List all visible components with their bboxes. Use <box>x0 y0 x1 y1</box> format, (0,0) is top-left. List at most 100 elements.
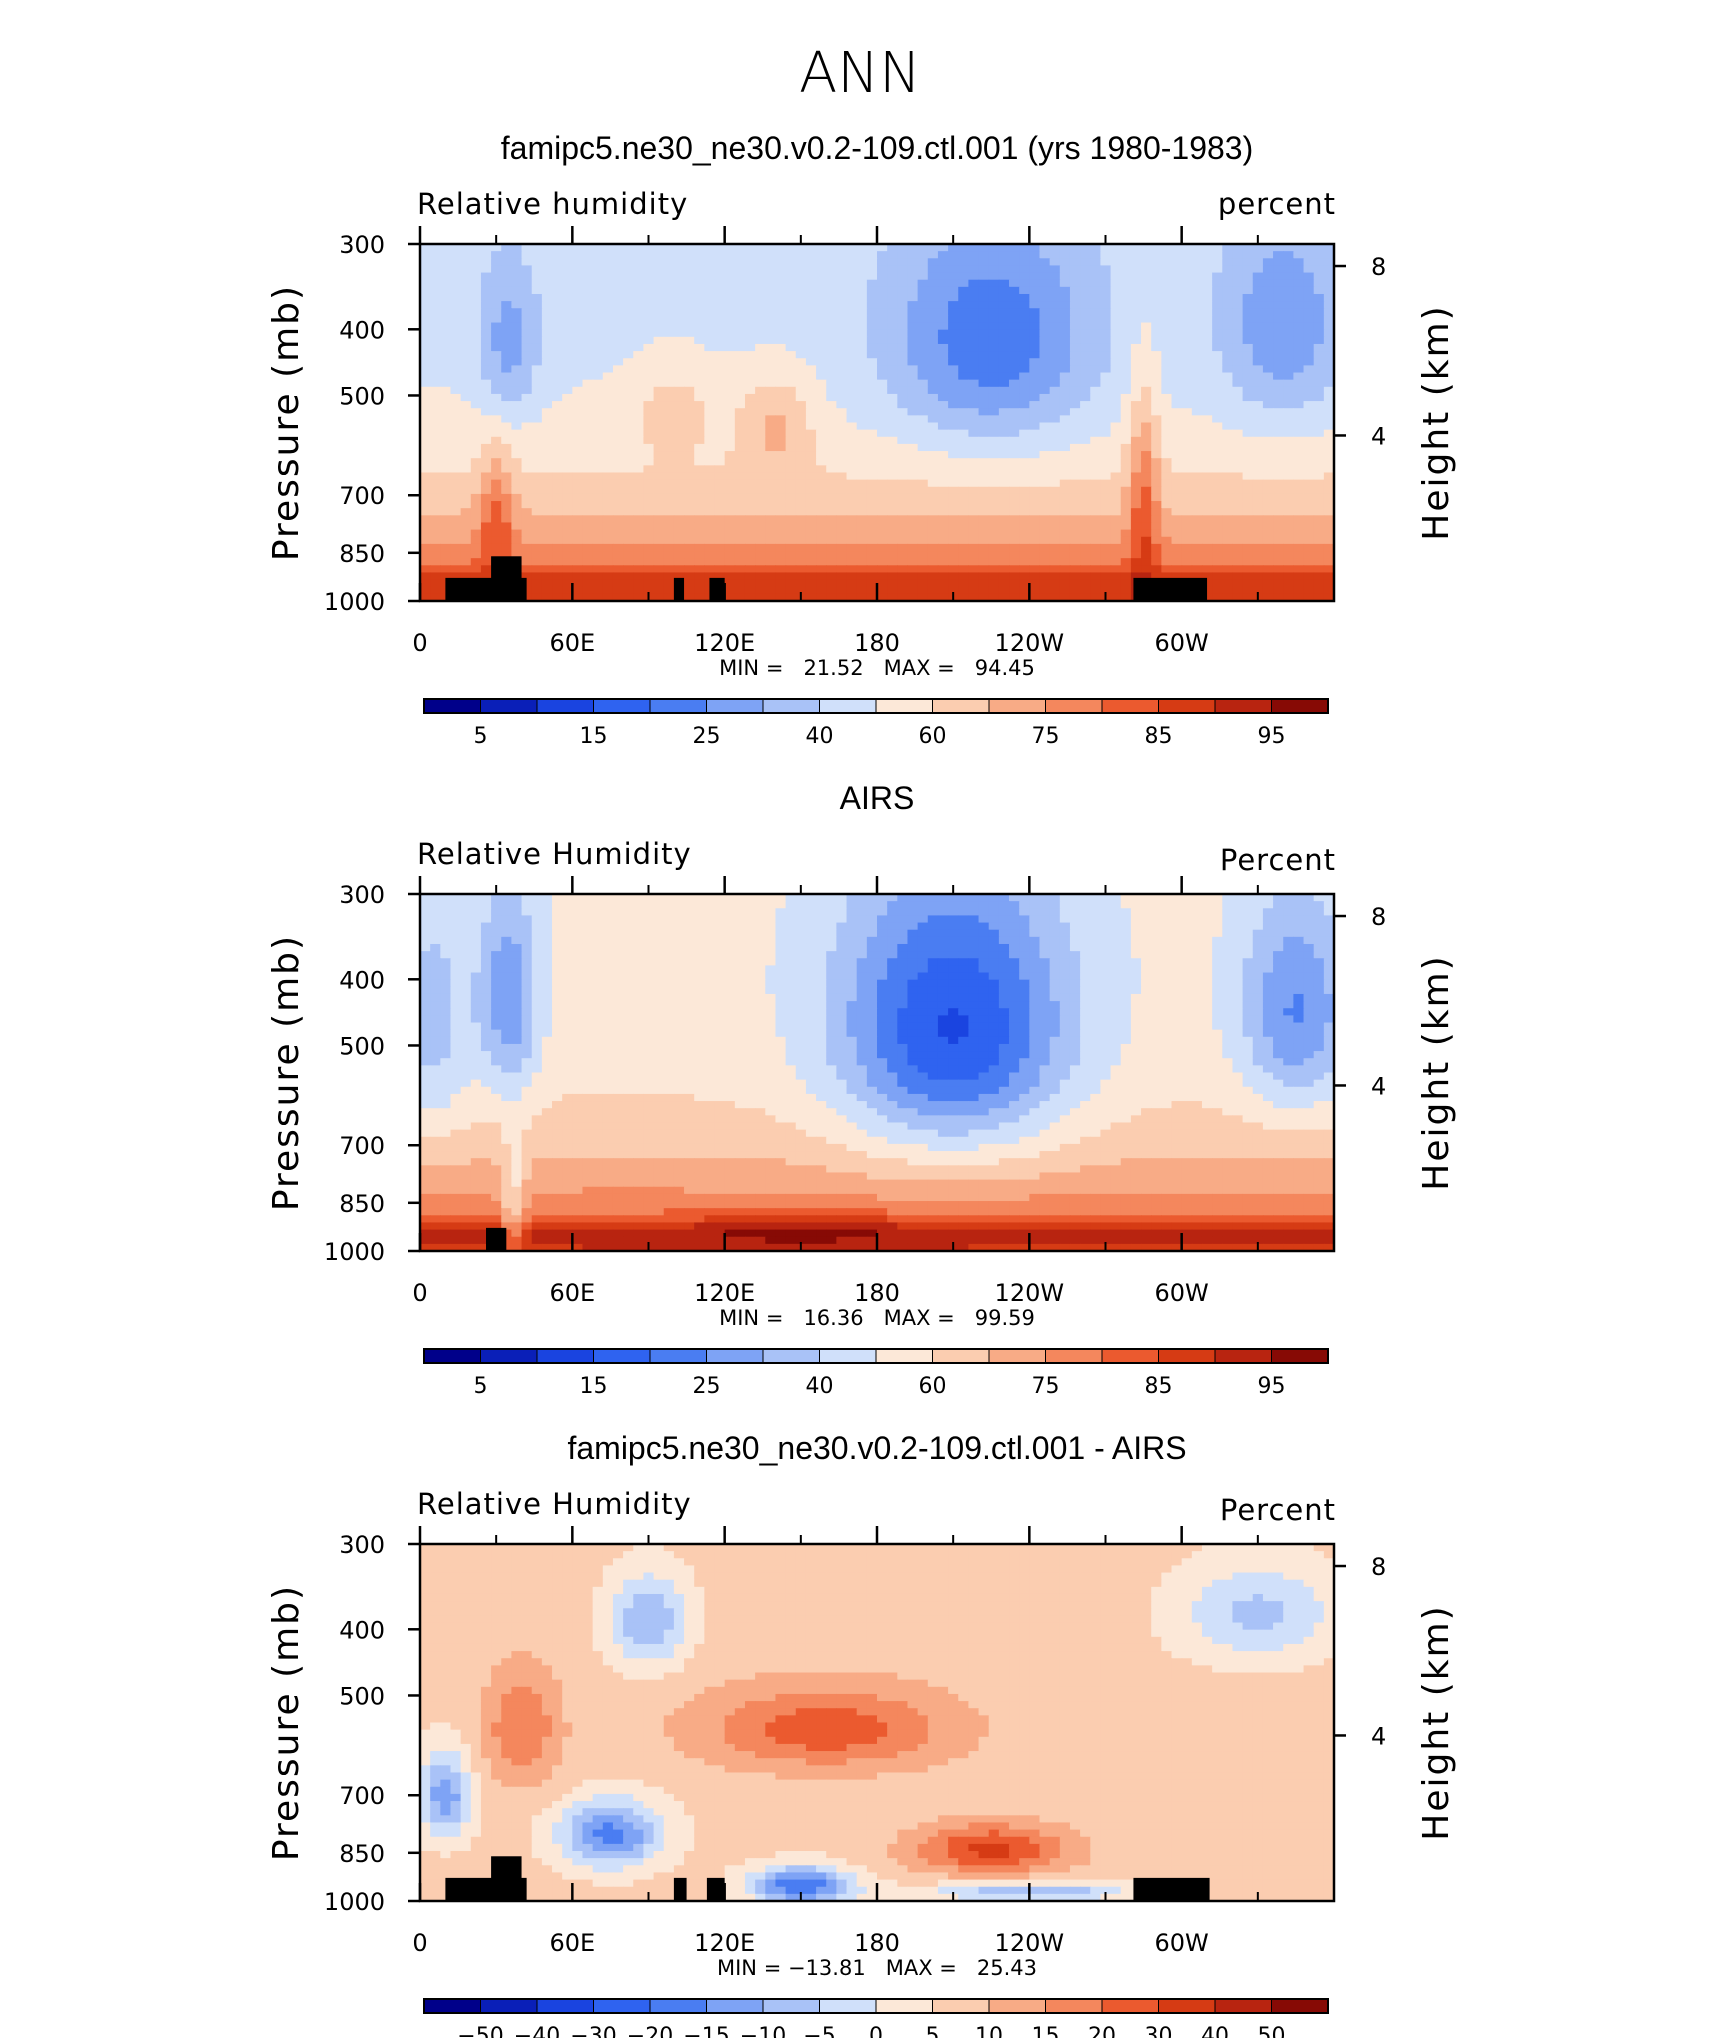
field-cell <box>420 372 431 381</box>
field-cell <box>927 351 939 359</box>
field-cell <box>1191 572 1203 581</box>
field-cell <box>511 458 523 466</box>
field-cell <box>1283 293 1294 302</box>
field-cell <box>663 465 675 474</box>
field-cell <box>846 408 858 416</box>
field-cell <box>1191 372 1203 381</box>
field-cell <box>521 265 533 274</box>
field-cell <box>1151 429 1162 438</box>
field-cell <box>714 551 726 559</box>
field-cell <box>877 579 888 588</box>
field-cell <box>1110 465 1122 474</box>
field-cell <box>694 551 705 559</box>
field-cell <box>531 322 543 331</box>
field-cell <box>1059 565 1071 574</box>
field-cell <box>491 479 502 488</box>
field-cell <box>1242 322 1254 331</box>
field-cell <box>998 593 1010 602</box>
field-cell <box>1120 908 1132 917</box>
field-cell <box>1090 551 1102 559</box>
field-cell <box>1171 322 1183 331</box>
field-cell <box>1141 493 1152 502</box>
field-cell <box>948 443 959 452</box>
field-cell <box>907 443 919 452</box>
field-cell <box>846 244 858 252</box>
field-cell <box>937 493 949 502</box>
field-cell <box>1201 336 1213 345</box>
field-cell <box>1100 458 1112 466</box>
field-cell <box>1009 529 1020 538</box>
field-cell <box>684 379 695 388</box>
field-cell <box>775 372 787 381</box>
field-cell <box>877 244 888 252</box>
field-cell <box>612 401 624 409</box>
field-cell <box>795 279 807 288</box>
field-cell <box>1242 493 1254 502</box>
field-cell <box>480 493 492 502</box>
field-cell <box>440 915 452 924</box>
field-cell <box>1303 301 1315 309</box>
field-cell <box>988 315 1000 324</box>
field-cell <box>927 393 939 402</box>
field-cell <box>521 293 533 302</box>
field-cell <box>744 379 756 388</box>
field-cell <box>1222 479 1234 488</box>
field-cell <box>684 565 695 574</box>
field-cell <box>1313 536 1325 545</box>
field-cell <box>623 244 634 252</box>
field-cell <box>1303 486 1315 495</box>
field-cell <box>684 272 695 281</box>
field-cell <box>1100 429 1112 438</box>
field-cell <box>1059 379 1071 388</box>
field-cell <box>1283 486 1294 495</box>
field-cell <box>1120 293 1132 302</box>
field-cell <box>958 244 969 252</box>
field-cell <box>887 393 898 402</box>
field-cell <box>724 465 736 474</box>
field-cell <box>1303 415 1315 424</box>
field-cell <box>643 501 655 509</box>
field-cell <box>1232 343 1244 352</box>
field-cell <box>440 343 452 352</box>
field-cell <box>846 486 858 495</box>
field-cell <box>836 365 848 374</box>
field-cell <box>1090 372 1102 381</box>
field-cell <box>826 558 837 566</box>
field-cell <box>1049 565 1061 574</box>
field-cell <box>866 286 878 295</box>
field-cell <box>643 379 655 388</box>
field-cell <box>1212 579 1223 588</box>
field-cell <box>978 551 990 559</box>
field-cell <box>1141 308 1152 316</box>
field-cell <box>927 343 939 352</box>
field-cell <box>562 386 573 395</box>
field-cell <box>795 551 807 559</box>
field-cell <box>1313 908 1325 917</box>
field-cell <box>887 279 898 288</box>
field-cell <box>1100 293 1112 302</box>
field-cell <box>1059 251 1071 259</box>
field-cell <box>907 272 919 281</box>
field-cell <box>805 472 817 481</box>
field-cell <box>704 401 716 409</box>
field-cell <box>1069 393 1081 402</box>
field-cell <box>917 486 929 495</box>
field-cell <box>470 379 482 388</box>
field-cell <box>643 894 655 902</box>
field-cell <box>1273 901 1284 909</box>
field-cell <box>511 258 523 267</box>
field-cell <box>531 358 543 366</box>
field-cell <box>592 251 604 259</box>
field-cell <box>541 479 553 488</box>
field-cell <box>541 894 553 902</box>
field-cell <box>988 336 1000 345</box>
field-cell <box>775 522 787 531</box>
field-cell <box>1222 436 1234 445</box>
field-cell <box>460 515 472 524</box>
field-cell <box>805 565 817 574</box>
field-cell <box>612 301 624 309</box>
field-cell <box>1151 558 1162 566</box>
field-cell <box>592 422 604 431</box>
field-cell <box>1273 372 1284 381</box>
field-cell <box>866 315 878 324</box>
